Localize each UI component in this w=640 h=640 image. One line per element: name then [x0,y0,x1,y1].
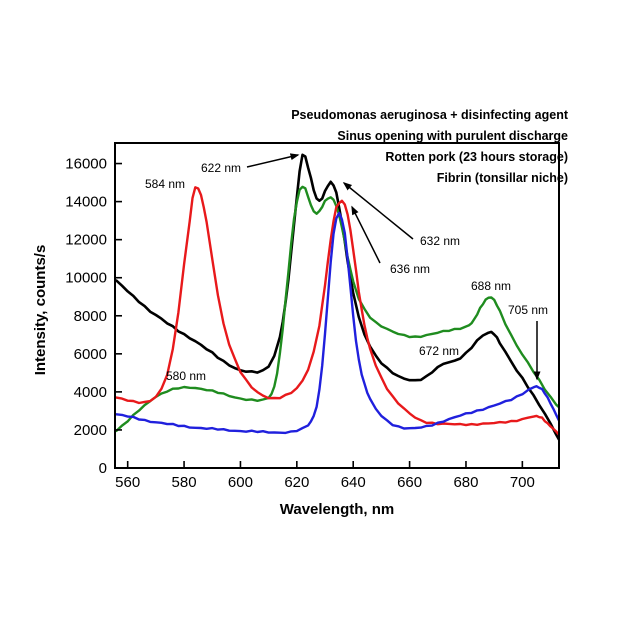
y-tick-label: 10000 [65,270,107,287]
annotation-622-nm: 622 nm [201,161,241,175]
curve-pork-red [115,186,559,437]
annotation-632-nm: 632 nm [420,234,460,248]
y-tick-label: 2000 [74,422,107,439]
x-tick-label: 660 [397,474,422,491]
x-tick-label: 700 [510,474,535,491]
x-tick-label: 640 [341,474,366,491]
x-tick-label: 600 [228,474,253,491]
annotation-arrow [342,182,414,240]
annotation-arrow [246,153,300,168]
legend-pork: Rotten pork (23 hours storage) [385,150,568,164]
y-tick-label: 14000 [65,194,107,211]
y-tick-label: 16000 [65,156,107,173]
annotation-636-nm: 636 nm [390,262,430,276]
curve-pseudomonas-black [115,153,559,441]
annotation-672-nm: 672 nm [419,344,459,358]
y-tick-label: 4000 [74,384,107,401]
x-tick-label: 580 [172,474,197,491]
legend-pseudomonas: Pseudomonas aeruginosa + disinfecting ag… [291,108,569,122]
annotation-arrow [351,205,381,264]
annotation-584-nm: 584 nm [145,177,185,191]
legend-fibrin: Fibrin (tonsillar niche) [437,171,568,185]
x-tick-label: 620 [284,474,309,491]
annotation-705-nm: 705 nm [508,303,548,317]
y-tick-label: 6000 [74,346,107,363]
curve-sinus-green [115,185,559,433]
y-axis-title: Intensity, counts/s [32,245,49,376]
labels-group: 560 580 600 620 640 660 680 700 0 2000 4000 6000 800… [32,108,569,518]
axes-group [114,142,560,469]
curve-fibrin-blue [115,211,559,435]
x-tick-label: 680 [453,474,478,491]
y-tick-label: 0 [99,460,107,477]
annotation-688-nm: 688 nm [471,279,511,293]
x-axis-title: Wavelength, nm [280,501,394,518]
series-group [115,153,559,441]
legend-sinus: Sinus opening with purulent discharge [337,129,568,143]
y-tick-label: 8000 [74,308,107,325]
x-tick-label: 560 [115,474,140,491]
y-tick-label: 12000 [65,232,107,249]
plot-border [114,142,560,469]
annotation-580-nm: 580 nm [166,369,206,383]
